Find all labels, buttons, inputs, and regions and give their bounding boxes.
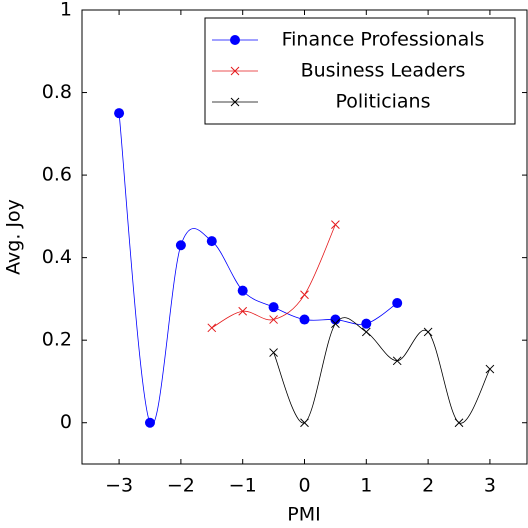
x-tick-label: 3 bbox=[484, 475, 496, 497]
point bbox=[300, 290, 309, 300]
legend-label: Finance Professionals bbox=[282, 29, 485, 51]
point bbox=[392, 356, 402, 366]
y-tick-label: 0.4 bbox=[42, 246, 72, 268]
series-line bbox=[273, 317, 491, 424]
x-tick-label: 2 bbox=[422, 475, 434, 497]
x-tick-label: −2 bbox=[167, 475, 195, 497]
point bbox=[144, 417, 155, 428]
legend-label: Business Leaders bbox=[301, 60, 466, 82]
series-line bbox=[118, 113, 398, 426]
point bbox=[299, 314, 310, 325]
legend-marker bbox=[230, 97, 240, 107]
point bbox=[331, 220, 340, 229]
x-axis-label: PMI bbox=[287, 504, 320, 526]
legend-marker bbox=[230, 35, 240, 45]
point bbox=[331, 319, 340, 329]
series-line bbox=[211, 224, 336, 329]
point bbox=[207, 323, 217, 333]
point bbox=[454, 418, 464, 428]
y-axis-label: Avg. Joy bbox=[3, 199, 25, 275]
point bbox=[485, 364, 495, 374]
y-tick-label: 1 bbox=[60, 0, 72, 21]
x-tick-label: 0 bbox=[298, 475, 310, 497]
x-tick-label: −1 bbox=[229, 475, 257, 497]
point bbox=[269, 315, 278, 324]
point bbox=[300, 418, 309, 428]
y-tick-label: 0 bbox=[60, 411, 72, 433]
y-tick-label: 0.8 bbox=[42, 81, 72, 103]
point bbox=[361, 318, 372, 329]
point bbox=[423, 327, 433, 337]
point bbox=[392, 298, 403, 309]
point bbox=[237, 285, 248, 296]
x-tick-label: −3 bbox=[105, 475, 133, 497]
point bbox=[238, 306, 248, 316]
legend-marker bbox=[230, 66, 240, 76]
point bbox=[206, 236, 217, 247]
point bbox=[330, 314, 341, 325]
legend-label: Politicians bbox=[336, 91, 431, 113]
y-tick-label: 0.2 bbox=[42, 329, 72, 351]
point bbox=[269, 348, 278, 357]
point bbox=[175, 240, 186, 251]
x-tick-label: 1 bbox=[360, 475, 372, 497]
y-tick-label: 0.6 bbox=[42, 164, 72, 186]
point bbox=[114, 108, 125, 119]
point bbox=[361, 327, 371, 337]
point bbox=[268, 302, 279, 313]
